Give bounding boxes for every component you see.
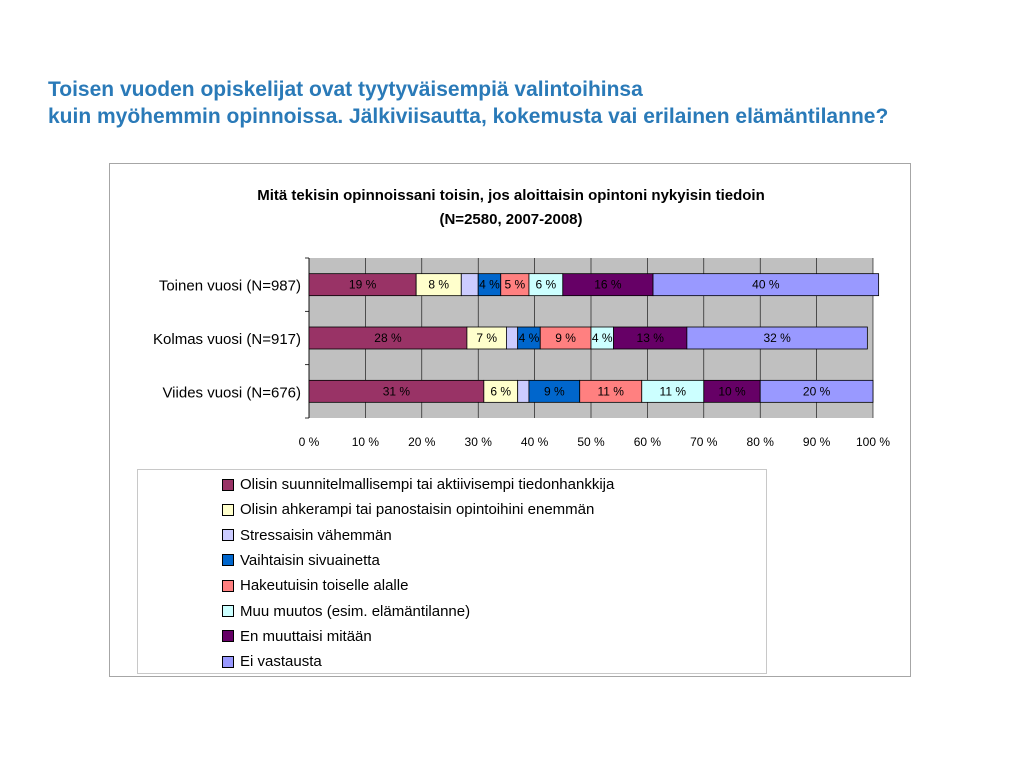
legend-item: Olisin ahkerampi tai panostaisin opintoi… — [222, 497, 594, 522]
category-label: Viides vuosi (N=676) — [162, 384, 301, 401]
data-label: 6 % — [536, 278, 557, 292]
data-label: 4 % — [592, 331, 613, 345]
bar-segment — [759, 379, 874, 403]
x-tick-label: 70 % — [690, 435, 718, 449]
legend-item: En muuttaisi mitään — [222, 624, 372, 649]
x-tick-label: 80 % — [747, 435, 775, 449]
chart-title: Mitä tekisin opinnoissani toisin, jos al… — [110, 184, 912, 232]
stacked-bar-chart: 19 % 8 % 4 % 5 % 6 % 16 % 40 % Toinen vuosi (N=… — [153, 257, 890, 449]
legend-item: Stressaisin vähemmän — [222, 523, 392, 548]
x-tick-label: 10 % — [352, 435, 380, 449]
bar-segment — [686, 326, 868, 350]
legend-item: Hakeutuisin toiselle alalle — [222, 573, 408, 598]
bar-segment — [652, 273, 880, 297]
data-label: 16 % — [594, 278, 622, 292]
category-label: Kolmas vuosi (N=917) — [153, 331, 301, 348]
legend-swatch — [222, 529, 234, 542]
legend-swatch — [222, 478, 234, 491]
legend-item: Muu muutos (esim. elämäntilanne) — [222, 599, 470, 624]
legend-swatch — [222, 605, 234, 617]
chart-legend: Olisin suunnitelmallisempi tai aktiivise… — [137, 469, 767, 674]
legend-label: Stressaisin vähemmän — [240, 526, 392, 544]
chart-title-line-1: Mitä tekisin opinnoissani toisin, jos al… — [257, 187, 765, 204]
bar-segment — [505, 326, 519, 350]
slide-title-line-1: Toisen vuoden opiskelijat ovat tyytyväis… — [48, 78, 643, 101]
legend-label: Olisin ahkerampi tai panostaisin opintoi… — [240, 501, 595, 519]
slide-title: Toisen vuoden opiskelijat ovat tyytyväis… — [48, 76, 888, 130]
x-tick-label: 90 % — [803, 435, 831, 449]
data-label: 31 % — [383, 384, 411, 398]
data-label: 19 % — [349, 278, 377, 292]
data-label: 4 % — [519, 331, 540, 345]
legend-swatch — [222, 554, 234, 567]
data-label: 32 % — [763, 331, 791, 345]
data-label: 7 % — [476, 331, 497, 345]
legend-label: En muuttaisi mitään — [240, 627, 372, 645]
data-label: 13 % — [637, 331, 665, 345]
chart-frame: Mitä tekisin opinnoissani toisin, jos al… — [109, 163, 911, 677]
legend-swatch — [222, 630, 234, 643]
data-label: 11 % — [660, 384, 687, 398]
bar-segment — [517, 379, 530, 403]
category-label: Toinen vuosi (N=987) — [159, 278, 301, 295]
data-label: 20 % — [803, 384, 831, 398]
data-label: 4 % — [479, 278, 500, 292]
data-label: 9 % — [544, 384, 565, 398]
legend-label: Muu muutos (esim. elämäntilanne) — [240, 602, 471, 620]
legend-item: Vaihtaisin sivuainetta — [222, 548, 380, 573]
x-tick-label: 30 % — [465, 435, 493, 449]
chart-title-line-2: (N=2580, 2007-2008) — [439, 211, 583, 228]
legend-label: Olisin suunnitelmallisempi tai aktiivise… — [240, 476, 615, 493]
legend-swatch — [222, 579, 234, 592]
legend-label: Ei vastausta — [240, 653, 322, 671]
legend-item: Olisin suunnitelmallisempi tai aktiivise… — [222, 472, 614, 497]
legend-swatch — [222, 503, 234, 516]
legend-swatch — [222, 655, 234, 668]
legend-label: Vaihtaisin sivuainetta — [240, 551, 380, 569]
data-label: 40 % — [752, 278, 780, 292]
x-tick-label: 60 % — [634, 435, 662, 449]
x-tick-label: 40 % — [521, 435, 549, 449]
bar-segment — [460, 273, 479, 297]
x-tick-label: 0 % — [299, 435, 320, 449]
x-tick-label: 20 % — [408, 435, 436, 449]
legend-item: Ei vastausta — [222, 649, 322, 674]
data-label: 5 % — [505, 278, 526, 292]
data-label: 6 % — [490, 384, 511, 398]
x-tick-label: 50 % — [577, 435, 605, 449]
data-label: 9 % — [555, 331, 576, 345]
data-label: 11 % — [598, 384, 625, 398]
slide-title-line-2: kuin myöhemmin opinnoissa. Jälkiviisautt… — [48, 105, 889, 128]
data-label: 8 % — [428, 278, 449, 292]
data-label: 10 % — [718, 384, 746, 398]
x-tick-label: 100 % — [856, 435, 890, 449]
data-label: 28 % — [374, 331, 402, 345]
legend-label: Hakeutuisin toiselle alalle — [240, 577, 409, 595]
